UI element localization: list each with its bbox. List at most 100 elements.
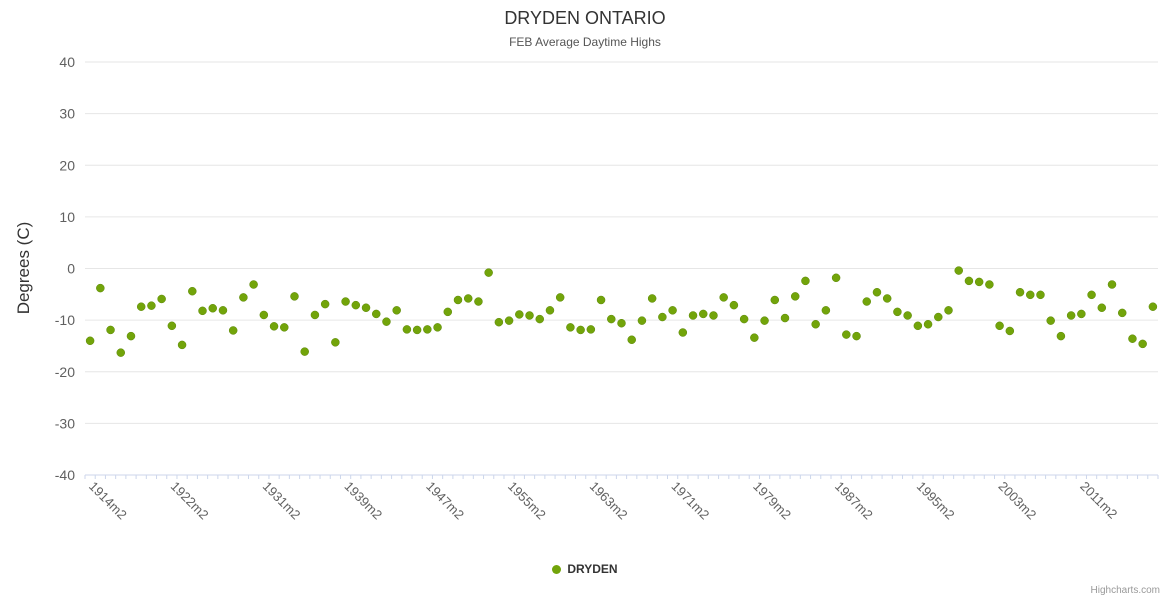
data-point[interactable] (463, 294, 473, 303)
data-point[interactable] (1117, 308, 1127, 318)
data-point[interactable] (402, 325, 412, 334)
data-point[interactable] (729, 300, 739, 310)
data-point[interactable] (637, 316, 647, 325)
data-point[interactable] (1087, 290, 1096, 300)
data-point[interactable] (259, 310, 269, 320)
data-point[interactable] (1097, 303, 1107, 312)
data-point[interactable] (147, 301, 156, 310)
data-point[interactable] (310, 310, 320, 320)
data-point[interactable] (300, 347, 309, 356)
data-point[interactable] (126, 331, 136, 341)
data-point[interactable] (627, 335, 636, 344)
data-point[interactable] (136, 302, 146, 311)
data-point[interactable] (831, 273, 841, 283)
legend-item-dryden[interactable]: DRYDEN (0, 562, 1170, 576)
data-point[interactable] (433, 323, 442, 332)
data-point[interactable] (678, 328, 688, 337)
data-point[interactable] (341, 297, 350, 306)
data-point[interactable] (995, 321, 1004, 331)
data-point[interactable] (116, 348, 126, 357)
data-point[interactable] (382, 317, 391, 326)
data-point[interactable] (494, 317, 504, 327)
data-point[interactable] (668, 306, 677, 315)
data-point[interactable] (208, 304, 217, 313)
data-point[interactable] (371, 309, 381, 319)
data-point[interactable] (964, 276, 974, 286)
data-point[interactable] (893, 307, 902, 317)
data-point[interactable] (913, 321, 923, 331)
data-point[interactable] (790, 292, 800, 301)
data-point[interactable] (320, 299, 330, 309)
data-point[interactable] (249, 280, 258, 289)
data-point[interactable] (1138, 339, 1147, 349)
credits-link[interactable]: Highcharts.com (1090, 585, 1160, 596)
data-point[interactable] (280, 323, 289, 332)
data-point[interactable] (269, 322, 279, 331)
data-point[interactable] (760, 316, 769, 325)
data-point[interactable] (392, 306, 401, 315)
data-point[interactable] (586, 325, 596, 334)
data-point[interactable] (1046, 316, 1055, 325)
data-point[interactable] (85, 336, 95, 346)
data-point[interactable] (842, 330, 851, 339)
data-point[interactable] (96, 283, 105, 293)
data-point[interactable] (821, 306, 831, 315)
data-point[interactable] (1128, 334, 1137, 343)
data-point[interactable] (1026, 290, 1035, 300)
data-point[interactable] (780, 313, 790, 323)
data-point[interactable] (239, 293, 248, 302)
data-point[interactable] (474, 297, 483, 306)
data-point[interactable] (647, 294, 657, 303)
data-point[interactable] (1015, 287, 1025, 297)
data-point[interactable] (739, 314, 749, 324)
data-point[interactable] (811, 320, 820, 329)
data-point[interactable] (555, 293, 565, 302)
data-point[interactable] (504, 316, 514, 325)
data-point[interactable] (699, 309, 708, 319)
data-point[interactable] (872, 287, 882, 297)
data-point[interactable] (954, 266, 963, 275)
data-point[interactable] (1056, 331, 1066, 341)
data-point[interactable] (607, 314, 616, 324)
data-point[interactable] (985, 280, 994, 289)
data-point[interactable] (218, 306, 228, 315)
data-point[interactable] (596, 295, 606, 305)
data-point[interactable] (1077, 309, 1086, 319)
data-point[interactable] (709, 311, 718, 320)
data-point[interactable] (106, 325, 115, 335)
data-point[interactable] (188, 286, 197, 296)
data-point[interactable] (361, 303, 371, 312)
data-point[interactable] (1148, 302, 1158, 311)
data-point[interactable] (1066, 311, 1076, 320)
data-point[interactable] (750, 333, 759, 342)
data-point[interactable] (1107, 280, 1117, 289)
data-point[interactable] (545, 306, 555, 315)
data-point[interactable] (903, 311, 912, 320)
data-point[interactable] (882, 294, 892, 303)
data-point[interactable] (412, 325, 422, 335)
data-point[interactable] (923, 320, 933, 329)
data-point[interactable] (852, 331, 861, 341)
data-point[interactable] (290, 292, 299, 301)
data-point[interactable] (228, 326, 238, 335)
data-point[interactable] (576, 325, 585, 335)
data-point[interactable] (862, 297, 872, 306)
data-point[interactable] (934, 312, 943, 322)
data-point[interactable] (167, 321, 177, 331)
data-point[interactable] (484, 268, 493, 277)
data-point[interactable] (1005, 326, 1015, 336)
data-point[interactable] (525, 311, 534, 320)
data-point[interactable] (974, 277, 984, 287)
data-point[interactable] (801, 276, 810, 286)
data-point[interactable] (423, 325, 432, 334)
data-point[interactable] (157, 294, 166, 304)
data-point[interactable] (566, 323, 575, 332)
data-point[interactable] (944, 306, 953, 315)
data-point[interactable] (453, 295, 463, 305)
data-point[interactable] (1036, 290, 1045, 300)
data-point[interactable] (177, 340, 187, 350)
data-point[interactable] (770, 295, 780, 305)
data-point[interactable] (351, 300, 361, 310)
data-point[interactable] (658, 312, 667, 322)
data-point[interactable] (443, 307, 453, 317)
